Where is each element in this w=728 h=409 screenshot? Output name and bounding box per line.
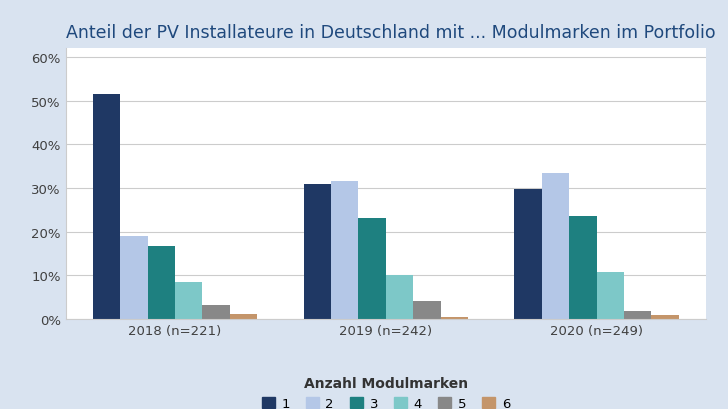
Text: Anteil der PV Installateure in Deutschland mit ... Modulmarken im Portfolio: Anteil der PV Installateure in Deutschla… [66,24,715,42]
Bar [652,315,678,319]
Bar [515,189,542,319]
Bar [230,315,257,319]
Bar [304,184,331,319]
Bar [596,272,624,319]
Bar [414,301,440,319]
Bar [542,173,569,319]
Bar [440,317,468,319]
Bar [386,276,414,319]
Bar [569,216,596,319]
Bar [148,246,175,319]
Bar [331,182,358,319]
Bar [93,95,120,319]
Bar [202,305,230,319]
Bar [175,282,202,319]
Bar [624,311,652,319]
Legend: 1, 2, 3, 4, 5, 6: 1, 2, 3, 4, 5, 6 [256,371,515,409]
Bar [358,218,386,319]
Bar [120,236,148,319]
